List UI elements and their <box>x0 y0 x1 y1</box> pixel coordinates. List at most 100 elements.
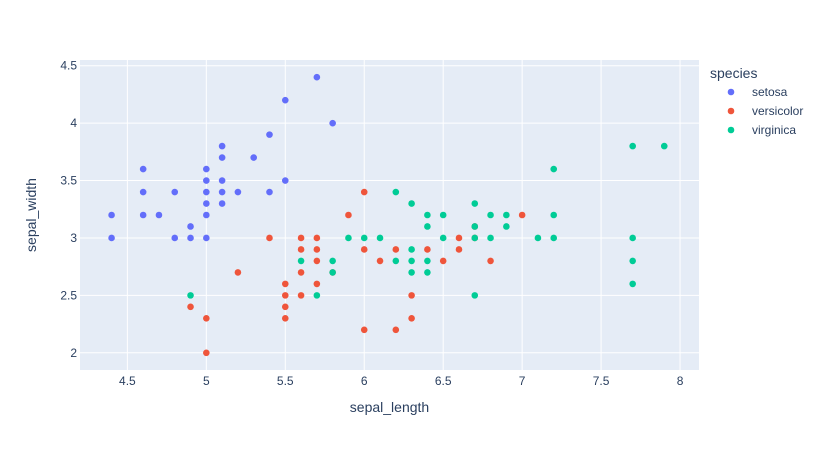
data-point <box>345 234 352 242</box>
data-point <box>392 326 400 334</box>
data-point <box>408 315 415 322</box>
data-point <box>313 246 321 253</box>
data-point <box>218 200 226 207</box>
data-point <box>392 246 400 253</box>
data-point <box>408 257 415 265</box>
data-point <box>360 246 368 253</box>
data-point <box>203 349 210 357</box>
data-point <box>534 234 542 242</box>
x-tick-label: 7.5 <box>593 374 610 388</box>
y-tick-label: 2.5 <box>60 288 77 302</box>
data-point <box>266 131 273 138</box>
data-point <box>487 257 494 265</box>
data-point <box>139 188 147 196</box>
data-point <box>281 315 289 322</box>
data-point <box>155 211 163 219</box>
data-point <box>471 200 479 207</box>
data-point <box>424 211 431 219</box>
data-point <box>297 257 305 265</box>
data-point <box>313 280 321 288</box>
x-tick-labels: 4.5 5 5.5 6 6.5 7 7.5 8 <box>119 374 684 388</box>
data-point <box>187 234 194 242</box>
data-point <box>297 246 305 253</box>
data-point <box>518 211 526 219</box>
legend-marker <box>727 126 735 134</box>
y-tick-label: 4.5 <box>60 59 77 73</box>
data-point <box>203 165 210 173</box>
data-point <box>203 200 210 207</box>
data-points <box>108 73 668 357</box>
data-point <box>266 234 273 242</box>
data-point <box>503 211 510 219</box>
data-point <box>550 211 558 219</box>
data-point <box>187 223 194 230</box>
data-point <box>629 142 636 150</box>
data-point <box>471 234 479 242</box>
data-point <box>250 154 257 161</box>
data-point <box>139 165 147 173</box>
data-point <box>234 269 242 276</box>
y-tick-label: 2 <box>70 346 77 360</box>
data-point <box>455 234 463 242</box>
data-point <box>439 234 447 242</box>
legend-item-virginica[interactable]: virginica <box>727 123 797 137</box>
x-tick-label: 5 <box>203 374 210 388</box>
data-point <box>203 211 210 219</box>
data-point <box>218 188 226 196</box>
legend-item-setosa[interactable]: setosa <box>727 85 788 99</box>
data-point <box>345 211 352 219</box>
x-axis-title: sepal_length <box>350 399 429 415</box>
data-point <box>471 292 479 299</box>
data-point <box>281 177 289 184</box>
data-point <box>329 119 336 127</box>
data-point <box>171 234 179 242</box>
data-point <box>218 142 226 150</box>
data-point <box>629 280 636 288</box>
data-point <box>408 246 415 253</box>
data-point <box>171 188 179 196</box>
data-point <box>108 234 115 242</box>
data-point <box>266 188 273 196</box>
data-point <box>424 269 431 276</box>
data-point <box>487 234 494 242</box>
legend-label: virginica <box>752 123 796 137</box>
legend-title: species <box>710 65 757 81</box>
legend-item-versicolor[interactable]: versicolor <box>727 104 804 118</box>
plot-area <box>80 60 699 370</box>
data-point <box>218 154 226 161</box>
x-tick-label: 4.5 <box>119 374 136 388</box>
y-tick-label: 3 <box>70 231 77 245</box>
data-point <box>297 234 305 242</box>
data-point <box>424 257 431 265</box>
data-point <box>218 177 226 184</box>
data-point <box>360 326 368 334</box>
data-point <box>629 234 636 242</box>
y-axis-title: sepal_width <box>23 178 39 252</box>
y-tick-label: 3.5 <box>60 174 77 188</box>
data-point <box>187 303 194 311</box>
data-point <box>471 223 479 230</box>
data-point <box>550 165 558 173</box>
data-point <box>408 269 415 276</box>
data-point <box>392 188 400 196</box>
data-point <box>487 211 494 219</box>
data-point <box>203 315 210 322</box>
data-point <box>360 234 368 242</box>
data-point <box>439 211 447 219</box>
data-point <box>329 257 336 265</box>
x-tick-label: 6 <box>361 374 368 388</box>
x-tick-label: 6.5 <box>435 374 452 388</box>
data-point <box>203 177 210 184</box>
data-point <box>376 234 384 242</box>
data-point <box>281 292 289 299</box>
legend-marker <box>727 88 735 96</box>
series-virginica <box>187 142 668 299</box>
data-point <box>503 223 510 230</box>
y-tick-labels: 2 2.5 3 3.5 4 4.5 <box>60 59 77 360</box>
data-point <box>629 257 636 265</box>
data-point <box>313 73 321 81</box>
data-point <box>187 292 194 299</box>
legend-label: setosa <box>752 85 788 99</box>
data-point <box>281 303 289 311</box>
